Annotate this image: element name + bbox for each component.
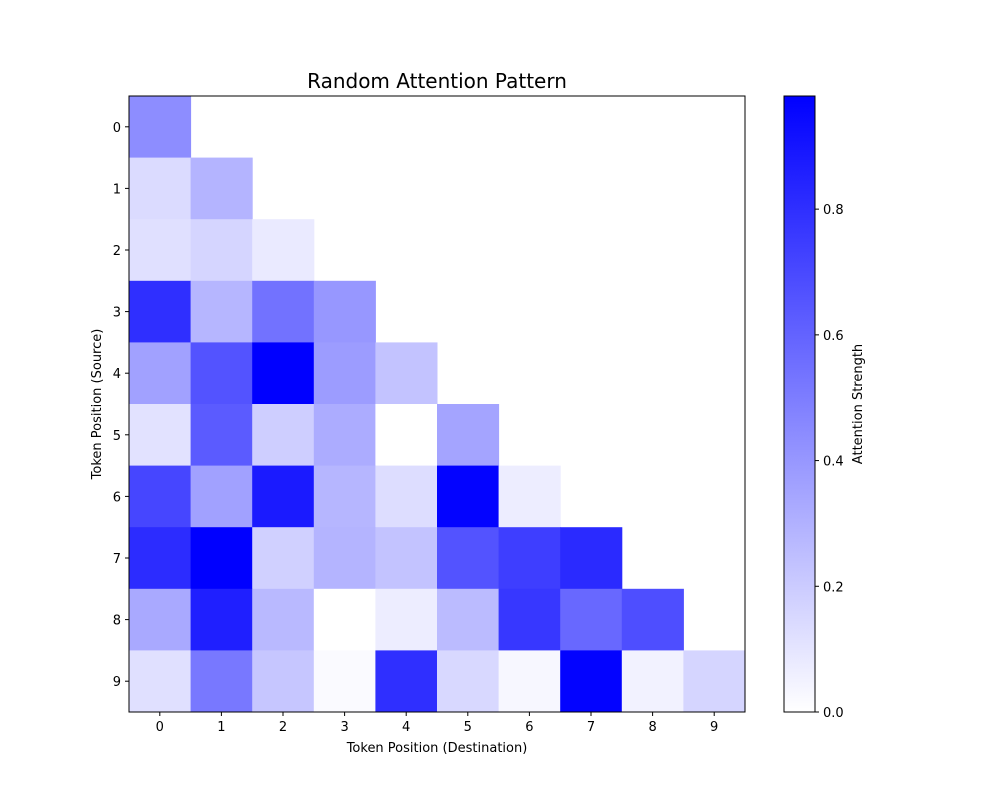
colorbar-tick-label: 0.4	[823, 455, 844, 470]
x-tick-label: 9	[710, 720, 718, 735]
colorbar-tick-label: 0.0	[823, 706, 844, 721]
y-tick-label: 7	[113, 552, 121, 567]
heatmap-cell-r7-c4	[375, 527, 438, 590]
heatmap-cell-r8-c7	[560, 588, 623, 651]
heatmap-cell-r2-c0	[129, 219, 192, 282]
x-tick-label: 4	[402, 720, 410, 735]
x-tick-label: 7	[587, 720, 595, 735]
colorbar-tick-label: 0.8	[823, 203, 844, 218]
heatmap-cell-r4-c3	[313, 342, 376, 405]
heatmap-cell-r3-c1	[190, 280, 253, 343]
chart-title: Random Attention Pattern	[307, 69, 567, 93]
y-axis-label: Token Position (Source)	[90, 329, 105, 481]
heatmap-cell-r1-c0	[129, 157, 192, 220]
heatmap-cell-r5-c3	[313, 404, 376, 467]
colorbar-tick-label: 0.2	[823, 580, 844, 595]
heatmap-cell-r8-c0	[129, 588, 192, 651]
heatmap-cell-r7-c0	[129, 527, 192, 590]
heatmap-cell-r9-c3	[313, 650, 376, 713]
y-tick-label: 0	[113, 121, 121, 136]
heatmap-cell-r6-c1	[190, 465, 253, 528]
x-axis-ticks: 0 1 2 3 4 5 6 7 8 9	[156, 712, 718, 735]
heatmap-cell-r8-c3	[313, 588, 376, 651]
colorbar-ticks: 0.0 0.2 0.4 0.6 0.8	[815, 203, 844, 721]
heatmap-cell-r8-c8	[621, 588, 684, 651]
heatmap-cell-r8-c6	[498, 588, 561, 651]
y-tick-label: 5	[113, 429, 121, 444]
heatmap-cell-r6-c6	[498, 465, 561, 528]
heatmap-cell-r8-c2	[252, 588, 315, 651]
y-tick-label: 3	[113, 306, 121, 321]
colorbar-tick-label: 0.6	[823, 329, 844, 344]
heatmap-cell-r9-c9	[683, 650, 746, 713]
colorbar-label: Attention Strength	[851, 344, 866, 464]
x-tick-label: 8	[648, 720, 656, 735]
heatmap-cell-r9-c4	[375, 650, 438, 713]
x-tick-label: 2	[279, 720, 287, 735]
heatmap-cell-r3-c2	[252, 280, 315, 343]
heatmap-cell-r4-c0	[129, 342, 192, 405]
heatmap-cell-r8-c4	[375, 588, 438, 651]
heatmap-cell-r3-c3	[313, 280, 376, 343]
y-tick-label: 2	[113, 244, 121, 259]
heatmap-cell-r9-c8	[621, 650, 684, 713]
heatmap-cell-r6-c0	[129, 465, 192, 528]
y-tick-label: 8	[113, 614, 121, 629]
x-tick-label: 6	[525, 720, 533, 735]
heatmap-cell-r8-c1	[190, 588, 253, 651]
heatmap-cell-r9-c1	[190, 650, 253, 713]
heatmap-cell-r2-c1	[190, 219, 253, 282]
heatmap-cell-r7-c5	[437, 527, 500, 590]
heatmap-cell-r7-c3	[313, 527, 376, 590]
heatmap-cell-r6-c5	[437, 465, 500, 528]
heatmap-cell-r6-c2	[252, 465, 315, 528]
heatmap-cell-r7-c6	[498, 527, 561, 590]
heatmap-cell-r6-c4	[375, 465, 438, 528]
plot-frame	[128, 95, 746, 713]
y-tick-label: 9	[113, 675, 121, 690]
heatmap-cell-r5-c0	[129, 404, 192, 467]
heatmap-cell-r5-c1	[190, 404, 253, 467]
heatmap-cell-r7-c1	[190, 527, 253, 590]
heatmap-cell-r9-c0	[129, 650, 192, 713]
x-tick-label: 1	[217, 720, 225, 735]
y-tick-label: 4	[113, 367, 121, 382]
heatmap-cell-r6-c3	[313, 465, 376, 528]
heatmap-cell-r1-c1	[190, 157, 253, 220]
y-tick-label: 1	[113, 182, 121, 197]
heatmap-cell-r8-c5	[437, 588, 500, 651]
heatmap-cell-r7-c2	[252, 527, 315, 590]
x-tick-label: 0	[156, 720, 164, 735]
heatmap-cell-r2-c2	[252, 219, 315, 282]
x-tick-label: 3	[340, 720, 348, 735]
heatmap-cell-r9-c6	[498, 650, 561, 713]
heatmap-cell-r0-c0	[129, 96, 192, 159]
heatmap-cell-r5-c4	[375, 404, 438, 467]
heatmap-cell-r4-c4	[375, 342, 438, 405]
y-axis-ticks: 0 1 2 3 4 5 6 7 8 9	[113, 121, 129, 690]
heatmap-cell-r4-c2	[252, 342, 315, 405]
colorbar	[783, 95, 816, 713]
heatmap-cell-r3-c0	[129, 280, 192, 343]
heatmap-cell-r9-c5	[437, 650, 500, 713]
heatmap-cell-r5-c5	[437, 404, 500, 467]
heatmap-cells	[129, 96, 746, 713]
x-tick-label: 5	[464, 720, 472, 735]
heatmap-cell-r7-c7	[560, 527, 623, 590]
heatmap-cell-r9-c2	[252, 650, 315, 713]
x-axis-label: Token Position (Destination)	[346, 741, 528, 756]
heatmap-cell-r9-c7	[560, 650, 623, 713]
heatmap-cell-r5-c2	[252, 404, 315, 467]
heatmap-cell-r4-c1	[190, 342, 253, 405]
y-tick-label: 6	[113, 490, 121, 505]
